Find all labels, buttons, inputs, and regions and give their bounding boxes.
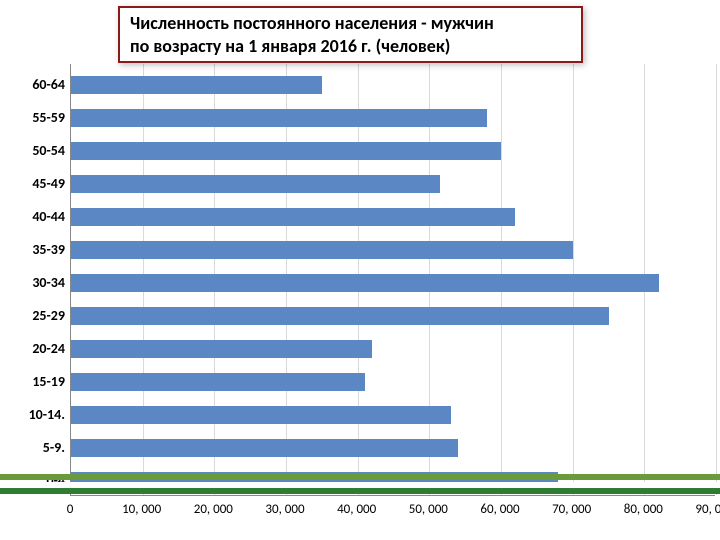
y-axis-label: 15-19 [9, 373, 65, 390]
y-axis-label: 35-39 [9, 241, 65, 258]
bar [71, 307, 609, 325]
bar [71, 175, 440, 193]
y-axis-label: 60-64 [9, 76, 65, 93]
bar [71, 241, 573, 259]
y-axis-label: 45-49 [9, 175, 65, 192]
chart-title-box: Численность постоянного населения - мужч… [118, 6, 583, 63]
y-axis-label: 40-44 [9, 208, 65, 225]
bar [71, 406, 451, 424]
bar [71, 208, 515, 226]
y-axis-label: 50-54 [9, 142, 65, 159]
x-axis-label: 10, 000 [122, 502, 161, 517]
bar [71, 274, 659, 292]
bar [71, 340, 372, 358]
y-axis-label: 30-34 [9, 274, 65, 291]
x-axis-label: 40, 000 [337, 502, 376, 517]
title-line1: Численность постоянного населения - мужч… [130, 12, 494, 34]
x-axis-label: 0 [67, 502, 74, 517]
title-line2: по возрасту на 1 января 2016 г. (человек… [130, 35, 450, 57]
x-axis-label: 20, 000 [194, 502, 233, 517]
x-axis-label: 60, 000 [480, 502, 519, 517]
chart-plot-area [70, 64, 715, 496]
bar [71, 109, 487, 127]
x-axis-label: 50, 000 [409, 502, 448, 517]
bar [71, 142, 501, 160]
footer-stripe [0, 488, 720, 494]
gridline [716, 64, 717, 495]
y-axis-label: 55-59 [9, 109, 65, 126]
y-axis-label: 10-14. [9, 406, 65, 423]
plot-background [70, 64, 715, 496]
bar [71, 76, 322, 94]
y-axis-label: 25-29 [9, 307, 65, 324]
bar [71, 373, 365, 391]
x-axis-label: 80, 000 [624, 502, 663, 517]
x-axis-label: 70, 000 [552, 502, 591, 517]
x-axis-label: 30, 000 [265, 502, 304, 517]
bar [71, 439, 458, 457]
x-axis-label: 90, 000 [695, 502, 720, 517]
y-axis-label: 20-24 [9, 340, 65, 357]
footer-stripe [0, 474, 720, 480]
y-axis-label: 5-9. [9, 439, 65, 456]
